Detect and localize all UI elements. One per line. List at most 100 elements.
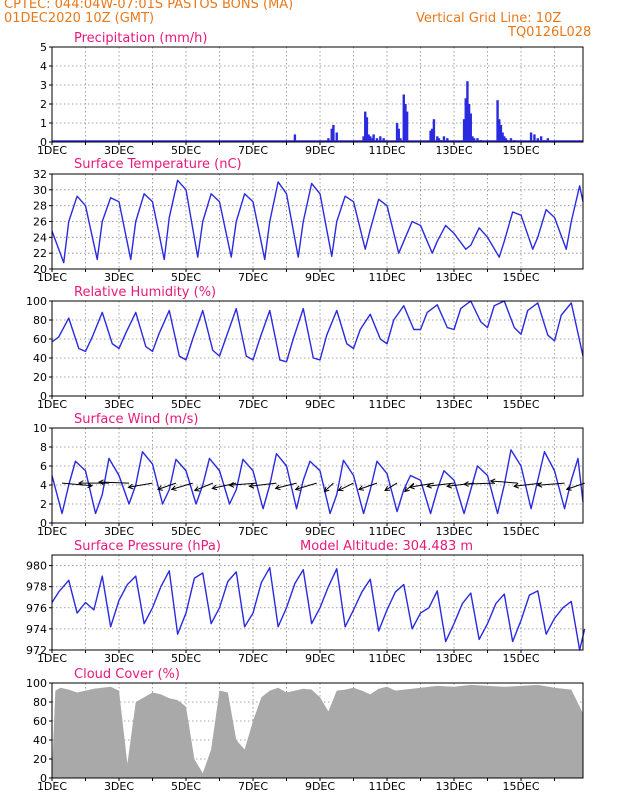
precip-bar <box>467 104 471 142</box>
wind-wind-arrowhead <box>489 478 496 485</box>
pres-xtick-label: 3DEC <box>104 652 134 665</box>
precip-grid <box>52 47 583 142</box>
wind-wind-arrow <box>514 482 542 487</box>
wind-xtick-label: 15DEC <box>502 525 539 538</box>
wind-wind-arrowhead <box>211 484 218 491</box>
precip-bar <box>503 136 506 142</box>
precip-bar <box>362 136 365 142</box>
wind-wind-arrow <box>229 482 257 486</box>
temp-xtick-label: 5DEC <box>171 271 201 284</box>
temp-ytick-label: 24 <box>33 231 47 244</box>
wind-xtick-label: 3DEC <box>104 525 134 538</box>
header-station-line: CPTEC: 044:04W-07:01S PASTOS BONS (MA) <box>4 0 294 12</box>
rh-xtick-label: 5DEC <box>171 398 201 411</box>
wind-wind-arrowhead <box>87 482 94 489</box>
wind-wind-arrowhead <box>248 482 255 489</box>
precip-bar <box>498 119 501 142</box>
pres-grid <box>52 555 583 650</box>
pres-series-line <box>51 566 586 651</box>
cloud-xtick-label: 9DEC <box>305 780 335 793</box>
precip-ytick-label: 3 <box>40 79 47 92</box>
pres-ytick-label: 972 <box>26 644 47 657</box>
precip-bar <box>397 128 400 142</box>
wind-wind-arrow <box>338 482 354 491</box>
precip-ytick-label: 4 <box>40 60 47 73</box>
cloud-ytick-label: 0 <box>40 772 47 785</box>
temp-xtick-label: 1DEC <box>37 271 67 284</box>
wind-wind-arrowhead <box>404 486 410 493</box>
wind-ytick-label: 6 <box>40 460 47 473</box>
rh-title: Relative Humidity (%) <box>74 285 216 300</box>
rh-xtick-label: 3DEC <box>104 398 134 411</box>
cloud-frame <box>51 682 584 779</box>
wind-wind-arrow <box>324 482 334 492</box>
pres-ytick-label: 976 <box>26 602 47 615</box>
wind-wind-arrowhead <box>193 486 200 492</box>
cloud-xtick-label: 13DEC <box>435 780 472 793</box>
rh-xtick-label: 13DEC <box>435 398 472 411</box>
cloud-xtick-label: 1DEC <box>37 780 67 793</box>
temp-ytick-label: 22 <box>33 247 47 260</box>
precip-bar <box>402 94 405 142</box>
wind-xtick-label: 13DEC <box>435 525 472 538</box>
precip-frame <box>51 46 584 143</box>
wind-wind-arrow <box>464 482 495 485</box>
pres-ytick-label: 974 <box>26 623 47 636</box>
precip-bar <box>462 119 466 142</box>
wind-wind-arrowhead <box>294 485 301 491</box>
precip-xtick-label: 1DEC <box>37 144 67 157</box>
precip-xtick-label: 15DEC <box>502 144 539 157</box>
precip-bar <box>379 136 382 142</box>
precip-bar <box>499 124 503 142</box>
wind-wind-arrow <box>490 480 518 484</box>
cloud-xtick-label: 15DEC <box>502 780 539 793</box>
pres-ytick-label: 978 <box>26 581 47 594</box>
pres-title: Surface Pressure (hPa) <box>74 539 221 554</box>
pres-xtick-label: 13DEC <box>435 652 472 665</box>
precip-bar <box>432 119 436 142</box>
precip-bar <box>446 138 449 142</box>
pres-xtick-label: 7DEC <box>238 652 268 665</box>
rh-xtick-label: 11DEC <box>368 398 405 411</box>
wind-xtick-label: 11DEC <box>368 525 405 538</box>
wind-wind-arrowhead <box>384 485 391 491</box>
cloud-xtick-label: 3DEC <box>104 780 134 793</box>
model-altitude-label: Model Altitude: 304.483 m <box>300 539 473 554</box>
precip-bar <box>472 138 476 142</box>
temp-series-line <box>51 179 584 264</box>
wind-ytick-label: 4 <box>40 479 47 492</box>
precip-bar <box>509 138 513 142</box>
precip-bar <box>429 130 432 142</box>
precip-bar <box>395 123 399 142</box>
precip-bar <box>436 136 439 142</box>
precip-bar <box>335 132 338 142</box>
precip-xtick-label: 7DEC <box>238 144 268 157</box>
rh-xtick-label: 9DEC <box>305 398 335 411</box>
wind-wind-arrowhead <box>98 479 104 486</box>
wind-ytick-label: 0 <box>40 517 47 530</box>
precip-bar <box>404 104 407 142</box>
wind-wind-arrow <box>384 482 398 491</box>
temp-ytick-label: 32 <box>33 168 47 181</box>
precip-bar <box>504 138 508 142</box>
precip-bar <box>375 138 379 142</box>
pres-xtick-label: 1DEC <box>37 652 67 665</box>
precip-bar <box>332 124 335 142</box>
wind-wind-arrowhead <box>463 481 469 487</box>
precip-bar <box>464 98 467 142</box>
wind-wind-arrow <box>194 482 213 491</box>
precip-bar <box>364 111 367 142</box>
wind-wind-arrow <box>295 482 317 490</box>
precip-bar <box>529 132 533 142</box>
wind-wind-arrow <box>128 482 153 488</box>
temp-xtick-label: 13DEC <box>435 271 472 284</box>
wind-wind-arrow <box>157 482 177 490</box>
wind-wind-arrowhead <box>513 482 519 489</box>
rh-ytick-label: 20 <box>33 371 47 384</box>
wind-wind-arrowhead <box>408 483 415 490</box>
header-date-line: 01DEC2020 10Z (GMT) <box>4 11 155 26</box>
wind-ytick-label: 10 <box>33 422 47 435</box>
rh-ytick-label: 60 <box>33 333 47 346</box>
precip-xtick-label: 9DEC <box>305 144 335 157</box>
precip-bar <box>382 138 385 142</box>
